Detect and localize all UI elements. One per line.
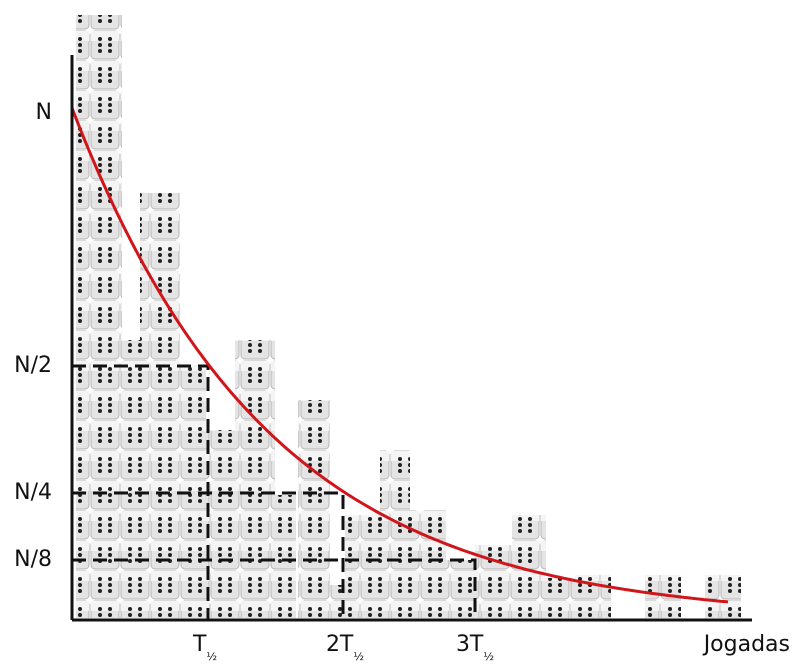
x-label-sub: ½ (353, 650, 364, 663)
y-label: N (36, 100, 52, 125)
x-label-main: T (192, 632, 207, 657)
dice-stack (140, 193, 180, 618)
y-label: N/2 (14, 353, 52, 378)
x-axis-label: Jogadas (702, 632, 790, 657)
dice-stack (345, 515, 381, 618)
x-label-main: 2T (326, 632, 354, 657)
dice-stack (260, 495, 296, 618)
x-label-sub: ½ (206, 650, 217, 663)
dice-stack (445, 560, 475, 618)
x-label: 2T½ (326, 632, 364, 663)
x-label-sub: ½ (483, 650, 494, 663)
dice-stack (705, 575, 741, 618)
dice-stack (410, 510, 446, 618)
page: {"y_labels": ["N", "N/2", "N/4", "N/8"],… (0, 0, 795, 669)
x-label: 3T½ (456, 632, 494, 663)
y-label: N/8 (14, 547, 52, 572)
y-label: N/4 (14, 480, 52, 505)
dice-stack (545, 578, 575, 618)
x-label-main: 3T (456, 632, 484, 657)
diagram: N N/2 N/4 N/8 T½ 2T½ 3T½ Jogadas (0, 0, 795, 669)
dice-stack (380, 450, 410, 618)
dice-stack (105, 340, 141, 618)
x-label: T½ (192, 632, 217, 663)
